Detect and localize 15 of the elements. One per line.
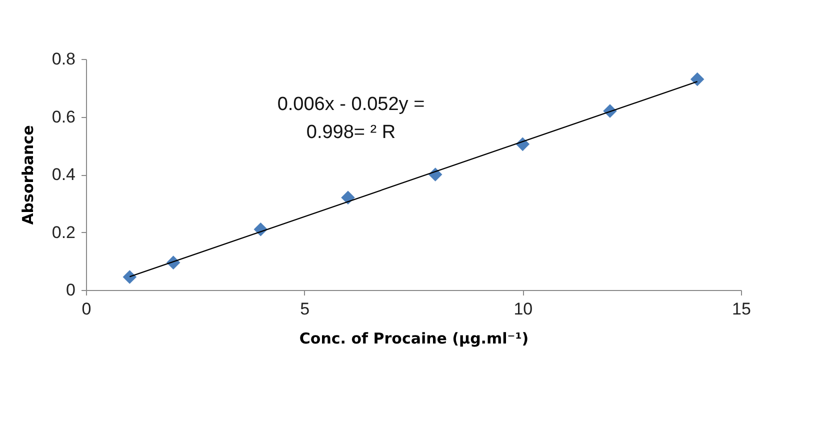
y-tick-label: 0.8 (52, 50, 76, 68)
x-tick-label: 5 (300, 300, 310, 318)
annotation: 0.006x - 0.052y = (277, 94, 425, 115)
point (690, 72, 704, 86)
x-tick-label: 0 (82, 300, 92, 318)
y-tick-label: 0.2 (52, 222, 76, 242)
y-tick-label: 0.4 (52, 165, 76, 184)
point (122, 270, 137, 284)
x-axis-title: Conc. of Procaine (μg.ml⁻¹) (299, 330, 529, 348)
annotation: 0.998= ² R (306, 122, 396, 143)
x-tick-label: 15 (732, 300, 751, 318)
x-tick-label: 10 (514, 300, 533, 318)
y-tick-label: 0.6 (52, 107, 76, 126)
y-axis-title: Absorbance (18, 125, 37, 225)
y-tick-label: 0 (66, 280, 76, 300)
